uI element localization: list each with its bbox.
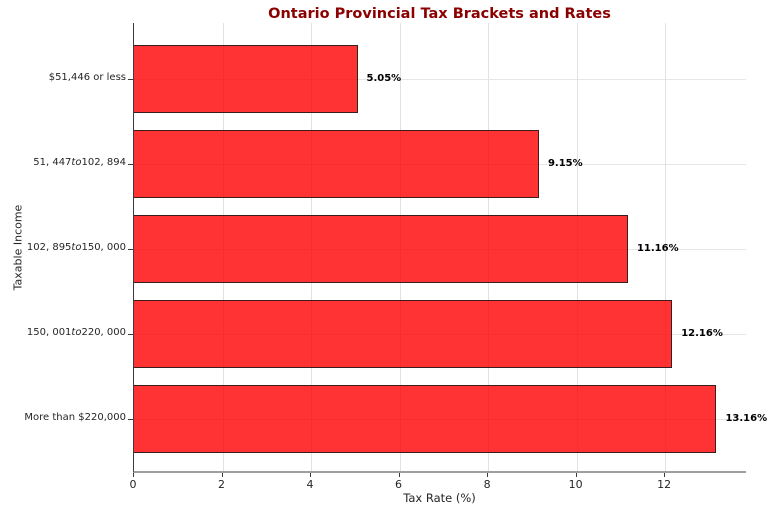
- bar: [134, 45, 358, 113]
- chart-title: Ontario Provincial Tax Brackets and Rate…: [268, 6, 611, 22]
- x-tick-mark: [398, 473, 400, 477]
- bar: [134, 385, 717, 453]
- x-tick-mark: [487, 473, 489, 477]
- y-tick-label: 150, 001to220, 000: [26, 327, 126, 338]
- x-tick-label: 10: [568, 478, 583, 491]
- x-tick-label: 12: [657, 478, 672, 491]
- x-tick-mark: [310, 473, 312, 477]
- y-tick-mark: [128, 334, 133, 336]
- x-tick-mark: [664, 473, 666, 477]
- x-tick-mark: [133, 473, 135, 477]
- gridline-vertical: [665, 23, 667, 471]
- x-tick-mark: [221, 473, 223, 477]
- x-tick-label: 0: [129, 478, 137, 491]
- bar-value-label: 5.05%: [366, 73, 402, 84]
- bar-value-label: 11.16%: [636, 243, 679, 254]
- bar: [134, 130, 539, 198]
- y-tick-mark: [128, 79, 133, 81]
- x-tick-label: 4: [306, 478, 314, 491]
- y-tick-label: $51,446 or less: [48, 72, 126, 83]
- x-tick-label: 8: [483, 478, 491, 491]
- bar-value-label: 9.15%: [547, 158, 583, 169]
- plot-area: 5.05% 9.15% 11.16% 12.16% 13.16%: [133, 23, 767, 473]
- bar: [134, 300, 673, 368]
- y-tick-mark: [128, 419, 133, 421]
- y-tick-mark: [128, 164, 133, 166]
- bar: [134, 215, 628, 283]
- y-tick-label: 102, 895to150, 000: [26, 242, 126, 253]
- y-axis-label: Taxable Income: [11, 204, 25, 291]
- bar-value-label: 13.16%: [725, 413, 768, 424]
- x-axis-label: Tax Rate (%): [403, 491, 476, 505]
- y-tick-label: 51, 447to102, 894: [33, 157, 126, 168]
- bar-value-label: 12.16%: [681, 328, 723, 339]
- x-tick-label: 6: [395, 478, 403, 491]
- gridline-horizontal: [134, 79, 746, 80]
- y-tick-label: More than $220,000: [24, 412, 126, 423]
- x-tick-label: 2: [218, 478, 226, 491]
- x-tick-mark: [575, 473, 577, 477]
- y-tick-mark: [128, 249, 133, 251]
